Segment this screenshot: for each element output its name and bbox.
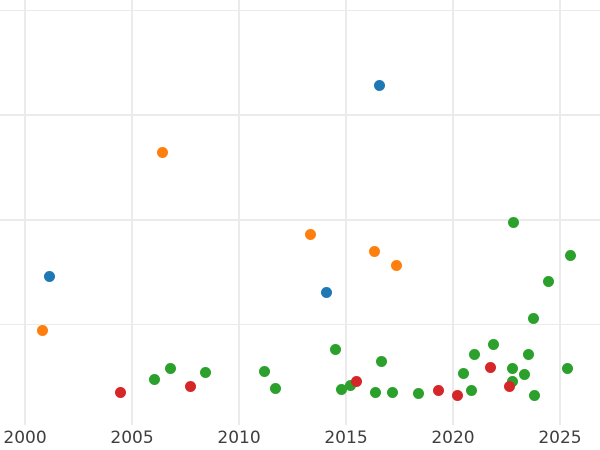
scatter-point-series-green [523, 349, 535, 361]
x-tick-label: 2015 [324, 428, 368, 448]
vertical-gridline [559, 0, 561, 425]
scatter-point-series-green [164, 362, 176, 374]
horizontal-gridline [0, 114, 600, 116]
x-tick-label: 2010 [217, 428, 261, 448]
vertical-gridline [24, 0, 26, 425]
x-tick-label: 2000 [3, 428, 47, 448]
scatter-point-series-green [465, 384, 477, 396]
x-tick-label: 2025 [538, 428, 582, 448]
scatter-point-series-green [336, 383, 347, 395]
scatter-point-series-green [413, 388, 425, 400]
scatter-point-series-green [458, 368, 470, 380]
scatter-point-series-green [329, 344, 341, 356]
vertical-gridline [452, 0, 454, 425]
scatter-point-series-green [507, 375, 519, 387]
scatter-point-series-orange [36, 325, 48, 337]
horizontal-gridline [0, 323, 600, 326]
scatter-point-series-green [469, 349, 481, 361]
scatter-point-series-red [503, 380, 515, 392]
vertical-gridline [131, 0, 133, 425]
scatter-point-series-green [376, 355, 388, 367]
x-tick-label: 2020 [431, 428, 475, 448]
scatter-point-series-orange [157, 147, 169, 159]
plot-area [0, 0, 600, 425]
scatter-point-series-green [270, 382, 282, 394]
scatter-point-series-red [451, 390, 463, 402]
scatter-point-series-green [149, 374, 161, 386]
scatter-point-series-red [433, 384, 445, 396]
scatter-point-series-red [485, 361, 497, 373]
scatter-point-series-green [508, 217, 520, 229]
scatter-point-series-red [351, 375, 363, 387]
scatter-point-series-green [542, 276, 554, 288]
scatter-point-series-green [562, 362, 574, 374]
scatter-point-series-green [369, 387, 381, 399]
scatter-point-series-red [185, 380, 197, 392]
scatter-point-series-blue [44, 270, 56, 282]
vertical-gridline [238, 0, 240, 425]
x-tick-label: 2005 [110, 428, 154, 448]
scatter-point-series-green [528, 312, 540, 324]
vertical-gridline [345, 0, 347, 425]
scatter-point-series-green [507, 362, 519, 374]
scatter-point-series-green [529, 390, 541, 402]
scatter-point-series-green [344, 379, 356, 391]
scatter-point-series-blue [374, 80, 386, 92]
horizontal-gridline [0, 219, 600, 221]
scatter-point-series-green [387, 387, 399, 399]
horizontal-gridline [0, 9, 600, 12]
scatter-point-series-orange [368, 245, 380, 257]
scatter-point-series-orange [305, 228, 317, 240]
x-axis: 2000 2005 2010 2015 2020 2025 [0, 425, 600, 450]
scatter-point-series-green [487, 338, 499, 350]
scatter-point-series-red [114, 387, 126, 399]
scatter-point-series-orange [391, 260, 402, 272]
scatter-point-series-green [199, 367, 211, 379]
scatter-point-series-green [258, 366, 270, 378]
scatter-point-series-green [519, 369, 531, 381]
scatter-point-series-green [564, 249, 576, 261]
scatter-point-series-blue [321, 286, 333, 298]
